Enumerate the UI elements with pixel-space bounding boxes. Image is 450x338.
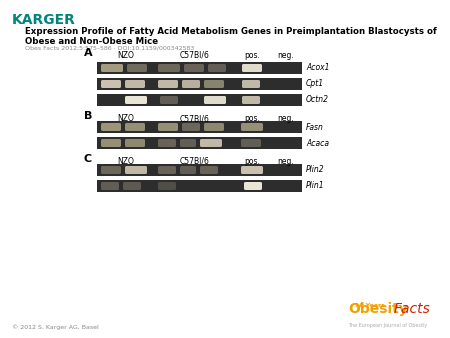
Bar (97, 137, 302, 149)
Text: A: A (84, 48, 93, 58)
Text: Fasn: Fasn (306, 122, 324, 131)
Text: Facts: Facts (394, 302, 431, 316)
Text: Expression Profile of Fatty Acid Metabolism Genes in Preimplantation Blastocysts: Expression Profile of Fatty Acid Metabol… (25, 27, 437, 36)
FancyBboxPatch shape (127, 64, 147, 72)
FancyBboxPatch shape (182, 123, 200, 131)
Text: Acaca: Acaca (306, 139, 329, 147)
FancyBboxPatch shape (101, 182, 119, 190)
FancyBboxPatch shape (125, 80, 145, 88)
Text: The European Journal of Obesity: The European Journal of Obesity (348, 323, 427, 328)
Text: pos.: pos. (244, 157, 261, 166)
FancyBboxPatch shape (182, 80, 200, 88)
Text: Plin2: Plin2 (306, 166, 324, 174)
Text: NZO: NZO (117, 51, 134, 60)
Bar (97, 62, 302, 74)
Text: Obese and Non-Obese Mice: Obese and Non-Obese Mice (25, 37, 158, 46)
Text: Octn2: Octn2 (306, 96, 329, 104)
FancyBboxPatch shape (242, 80, 260, 88)
FancyBboxPatch shape (123, 182, 141, 190)
Text: NZO: NZO (117, 157, 134, 166)
FancyBboxPatch shape (158, 166, 176, 174)
FancyBboxPatch shape (101, 64, 123, 72)
FancyBboxPatch shape (208, 64, 226, 72)
Text: C57Bl/6: C57Bl/6 (180, 157, 210, 166)
FancyBboxPatch shape (125, 139, 145, 147)
FancyBboxPatch shape (158, 123, 178, 131)
Text: Plin1: Plin1 (306, 182, 324, 191)
Bar (97, 180, 302, 192)
FancyBboxPatch shape (180, 166, 196, 174)
Text: neg.: neg. (277, 51, 294, 60)
FancyBboxPatch shape (101, 80, 121, 88)
Text: Obes Facts 2012;5:575–586 · DOI:10.1159/000342583: Obes Facts 2012;5:575–586 · DOI:10.1159/… (25, 46, 194, 51)
Text: NZO: NZO (117, 114, 134, 123)
Text: pos.: pos. (244, 51, 261, 60)
Text: Acox1: Acox1 (306, 64, 329, 72)
FancyBboxPatch shape (204, 123, 224, 131)
Text: © 2012 S. Karger AG, Basel: © 2012 S. Karger AG, Basel (12, 324, 99, 330)
FancyBboxPatch shape (101, 166, 121, 174)
Text: Cpt1: Cpt1 (306, 79, 324, 89)
FancyBboxPatch shape (204, 80, 224, 88)
FancyBboxPatch shape (184, 64, 204, 72)
FancyBboxPatch shape (244, 182, 262, 190)
FancyBboxPatch shape (125, 96, 147, 104)
FancyBboxPatch shape (200, 139, 222, 147)
FancyBboxPatch shape (158, 182, 176, 190)
FancyBboxPatch shape (204, 96, 226, 104)
Bar (97, 121, 302, 133)
FancyBboxPatch shape (125, 166, 147, 174)
Text: neg.: neg. (277, 157, 294, 166)
Bar (97, 78, 302, 90)
Text: neg.: neg. (277, 114, 294, 123)
FancyBboxPatch shape (241, 139, 261, 147)
Bar (97, 164, 302, 176)
FancyBboxPatch shape (125, 123, 145, 131)
FancyBboxPatch shape (242, 64, 262, 72)
FancyBboxPatch shape (200, 166, 218, 174)
FancyBboxPatch shape (242, 96, 260, 104)
FancyBboxPatch shape (158, 139, 176, 147)
FancyBboxPatch shape (101, 123, 121, 131)
Text: Obesity: Obesity (348, 302, 408, 316)
Text: C: C (84, 154, 92, 164)
FancyBboxPatch shape (241, 123, 263, 131)
Text: C57Bl/6: C57Bl/6 (180, 114, 210, 123)
Text: KARGER: KARGER (12, 13, 76, 27)
Text: 10 Years: 10 Years (355, 303, 385, 308)
FancyBboxPatch shape (180, 139, 196, 147)
FancyBboxPatch shape (241, 166, 263, 174)
Text: pos.: pos. (244, 114, 261, 123)
Text: B: B (84, 111, 92, 121)
FancyBboxPatch shape (160, 96, 178, 104)
Text: C57Bl/6: C57Bl/6 (180, 51, 210, 60)
FancyBboxPatch shape (158, 64, 180, 72)
Bar (97, 94, 302, 106)
FancyBboxPatch shape (101, 139, 121, 147)
FancyBboxPatch shape (158, 80, 178, 88)
